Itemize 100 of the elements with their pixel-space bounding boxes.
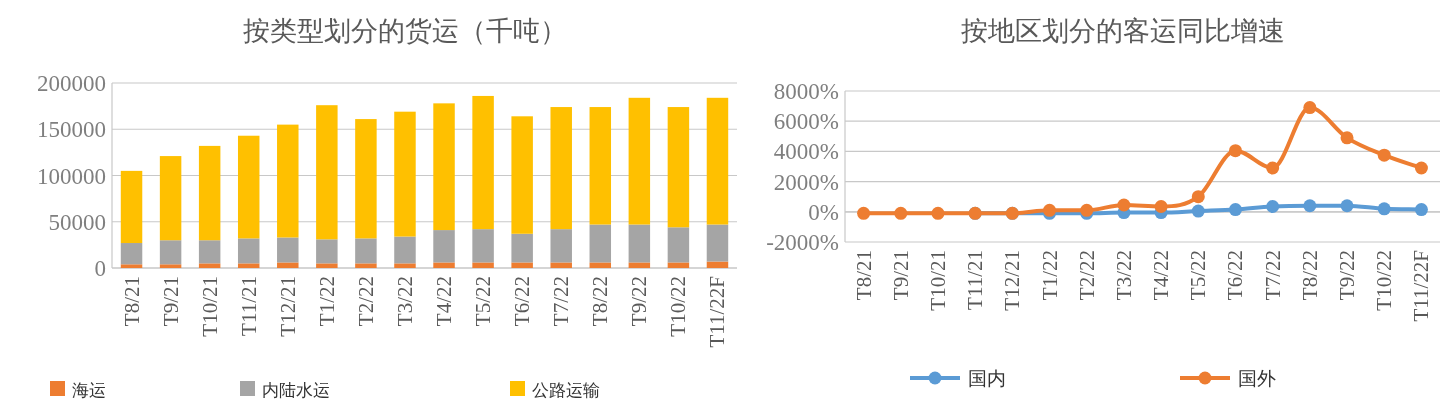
bar	[277, 124, 299, 238]
x-tick-label: T1/22	[314, 276, 339, 327]
bar	[394, 236, 416, 264]
bar	[706, 261, 729, 268]
bar	[120, 264, 143, 268]
x-tick-label: T11/21	[963, 250, 988, 310]
point	[1340, 199, 1354, 213]
legend-label: 内陆水运	[262, 381, 330, 400]
bar	[589, 262, 612, 268]
point	[894, 206, 908, 220]
bar	[511, 116, 533, 234]
y-tick-label: 50000	[48, 209, 106, 235]
point	[1228, 203, 1242, 217]
point	[1377, 202, 1391, 216]
point	[857, 206, 871, 220]
legend-label: 国外	[1238, 368, 1276, 389]
y-tick-label: 200000	[37, 71, 106, 96]
x-tick-label: T7/22	[1260, 250, 1285, 301]
bar	[394, 263, 416, 268]
bar	[589, 224, 612, 263]
y-tick-label: 6000%	[773, 109, 839, 135]
bar	[120, 243, 143, 265]
bar	[667, 227, 690, 263]
x-tick-label: T12/21	[275, 276, 300, 337]
point	[1377, 148, 1391, 162]
bar	[159, 240, 182, 265]
bar	[198, 263, 221, 268]
x-tick-label: T9/22	[627, 276, 652, 327]
point	[931, 206, 945, 220]
legend-label: 国内	[968, 368, 1006, 389]
x-tick-label: T12/21	[1000, 250, 1025, 311]
bar	[472, 262, 494, 268]
x-tick-label: T11/21	[236, 276, 261, 336]
chart-title: 按类型划分的货运（千吨）	[242, 16, 567, 46]
bar	[667, 262, 690, 268]
x-tick-label: T8/22	[588, 276, 613, 327]
bar	[472, 229, 494, 263]
x-tick-label: T7/22	[549, 276, 574, 327]
legend-label: 海运	[72, 381, 106, 400]
x-tick-label: T10/21	[197, 276, 222, 337]
point	[1117, 198, 1131, 212]
y-tick-label: 8000%	[773, 79, 839, 104]
bar	[237, 135, 260, 239]
x-tick-label: T9/21	[888, 250, 913, 301]
bar	[628, 224, 651, 263]
bar	[550, 229, 572, 263]
bar	[511, 262, 533, 268]
bar	[198, 145, 221, 241]
x-tick-label: T5/22	[471, 276, 496, 327]
point	[1414, 161, 1428, 175]
bar	[316, 263, 338, 268]
x-tick-label: T5/22	[1186, 250, 1211, 301]
bar	[550, 262, 572, 268]
bar	[433, 262, 455, 268]
x-tick-label: T3/22	[1111, 250, 1136, 301]
point	[1266, 200, 1280, 214]
x-tick-label: T9/22	[1335, 250, 1360, 301]
x-tick-label: T11/22F	[705, 276, 730, 348]
bar	[277, 262, 299, 268]
bar	[159, 264, 182, 268]
y-tick-label: 100000	[37, 163, 106, 189]
bar	[316, 105, 338, 240]
bar	[706, 97, 729, 225]
x-tick-label: T8/22	[1297, 250, 1322, 301]
x-tick-label: T11/22F	[1409, 250, 1434, 322]
point	[1191, 204, 1205, 218]
bar	[394, 111, 416, 237]
x-tick-label: T6/22	[1223, 250, 1248, 301]
bar	[120, 170, 143, 244]
point	[1414, 203, 1428, 217]
y-tick-label: -2000%	[766, 230, 839, 255]
x-tick-label: T2/22	[1074, 250, 1099, 301]
x-tick-label: T1/22	[1037, 250, 1062, 301]
point	[1154, 200, 1168, 214]
point	[1228, 144, 1242, 158]
y-tick-label: 4000%	[773, 139, 839, 165]
bar	[237, 238, 260, 264]
bar	[628, 262, 651, 268]
bar	[433, 230, 455, 263]
bar	[316, 239, 338, 264]
x-tick-label: T9/21	[158, 276, 183, 327]
bar	[550, 107, 572, 230]
chart-title: 按地区划分的客运同比增速	[960, 16, 1285, 46]
x-tick-label: T4/22	[432, 276, 457, 327]
bar	[355, 238, 377, 264]
point	[1191, 190, 1205, 204]
x-tick-label: T3/22	[392, 276, 417, 327]
bar	[628, 97, 651, 225]
x-tick-label: T10/22	[666, 276, 691, 337]
x-tick-label: T10/22	[1372, 250, 1397, 311]
x-tick-label: T10/21	[925, 250, 950, 311]
point	[1303, 101, 1317, 115]
x-tick-label: T4/22	[1149, 250, 1174, 301]
y-tick-label: 0	[94, 256, 106, 281]
bar	[472, 95, 494, 230]
bar	[433, 103, 455, 231]
bar	[355, 119, 377, 239]
bar	[198, 240, 221, 264]
point	[1303, 199, 1317, 213]
y-tick-label: 0%	[808, 199, 839, 225]
